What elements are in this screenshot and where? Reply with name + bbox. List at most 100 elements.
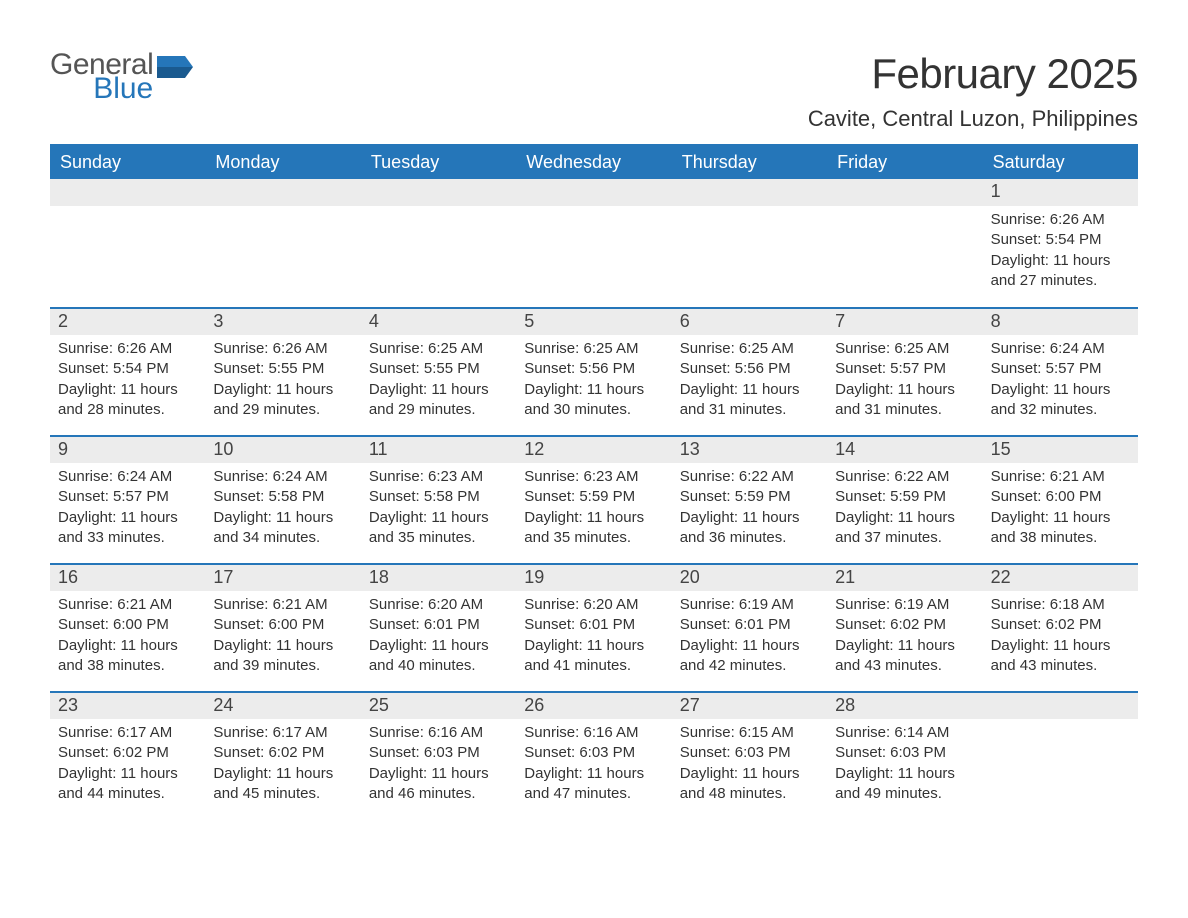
sunset-text: Sunset: 6:02 PM <box>58 743 197 763</box>
sunrise-text: Sunrise: 6:19 AM <box>680 595 819 615</box>
sunset-text: Sunset: 6:02 PM <box>991 615 1130 635</box>
daylight-text: and 32 minutes. <box>991 400 1130 420</box>
sunset-text: Sunset: 6:03 PM <box>524 743 663 763</box>
daylight-text: Daylight: 11 hours <box>680 636 819 656</box>
daylight-text: Daylight: 11 hours <box>991 636 1130 656</box>
sunrise-text: Sunrise: 6:14 AM <box>835 723 974 743</box>
daynum-band: 2345678 <box>50 309 1138 335</box>
day-number: 19 <box>516 565 671 591</box>
daynum-band: 232425262728 <box>50 693 1138 719</box>
daylight-text: and 34 minutes. <box>213 528 352 548</box>
daylight-text: and 45 minutes. <box>213 784 352 804</box>
daylight-text: Daylight: 11 hours <box>213 636 352 656</box>
day-number: 28 <box>827 693 982 719</box>
day-number <box>50 179 205 206</box>
sunset-text: Sunset: 6:02 PM <box>213 743 352 763</box>
weekday-label: Sunday <box>50 146 205 179</box>
sunset-text: Sunset: 6:01 PM <box>680 615 819 635</box>
day-cell <box>516 206 671 307</box>
sunrise-text: Sunrise: 6:15 AM <box>680 723 819 743</box>
daylight-text: Daylight: 11 hours <box>524 380 663 400</box>
daylight-text: and 42 minutes. <box>680 656 819 676</box>
day-cell: Sunrise: 6:26 AMSunset: 5:55 PMDaylight:… <box>205 335 360 435</box>
weekday-label: Friday <box>827 146 982 179</box>
daylight-text: Daylight: 11 hours <box>991 508 1130 528</box>
week-row: 9101112131415Sunrise: 6:24 AMSunset: 5:5… <box>50 435 1138 563</box>
sunrise-text: Sunrise: 6:16 AM <box>369 723 508 743</box>
week-row: 16171819202122Sunrise: 6:21 AMSunset: 6:… <box>50 563 1138 691</box>
day-cell <box>205 206 360 307</box>
day-number: 27 <box>672 693 827 719</box>
day-cell: Sunrise: 6:16 AMSunset: 6:03 PMDaylight:… <box>361 719 516 819</box>
daylight-text: and 44 minutes. <box>58 784 197 804</box>
daylight-text: and 29 minutes. <box>369 400 508 420</box>
day-cell: Sunrise: 6:17 AMSunset: 6:02 PMDaylight:… <box>50 719 205 819</box>
week-row: 232425262728Sunrise: 6:17 AMSunset: 6:02… <box>50 691 1138 819</box>
day-number: 1 <box>983 179 1138 206</box>
daylight-text: Daylight: 11 hours <box>680 380 819 400</box>
daylight-text: and 43 minutes. <box>991 656 1130 676</box>
daylight-text: and 28 minutes. <box>58 400 197 420</box>
day-number: 22 <box>983 565 1138 591</box>
sunset-text: Sunset: 5:54 PM <box>58 359 197 379</box>
daylight-text: Daylight: 11 hours <box>835 508 974 528</box>
day-cell: Sunrise: 6:26 AMSunset: 5:54 PMDaylight:… <box>50 335 205 435</box>
sunset-text: Sunset: 6:03 PM <box>369 743 508 763</box>
daylight-text: and 38 minutes. <box>58 656 197 676</box>
sunrise-text: Sunrise: 6:20 AM <box>524 595 663 615</box>
month-title: February 2025 <box>808 50 1138 98</box>
day-number: 17 <box>205 565 360 591</box>
sunrise-text: Sunrise: 6:17 AM <box>213 723 352 743</box>
daylight-text: Daylight: 11 hours <box>991 380 1130 400</box>
sunrise-text: Sunrise: 6:22 AM <box>835 467 974 487</box>
weekday-label: Tuesday <box>361 146 516 179</box>
daylight-text: Daylight: 11 hours <box>524 764 663 784</box>
daylight-text: and 48 minutes. <box>680 784 819 804</box>
daylight-text: and 27 minutes. <box>991 271 1130 291</box>
sunrise-text: Sunrise: 6:26 AM <box>58 339 197 359</box>
daylight-text: Daylight: 11 hours <box>680 508 819 528</box>
daylight-text: Daylight: 11 hours <box>213 380 352 400</box>
day-cell: Sunrise: 6:17 AMSunset: 6:02 PMDaylight:… <box>205 719 360 819</box>
day-number: 15 <box>983 437 1138 463</box>
day-cell: Sunrise: 6:24 AMSunset: 5:58 PMDaylight:… <box>205 463 360 563</box>
day-number: 2 <box>50 309 205 335</box>
weekday-label: Monday <box>205 146 360 179</box>
day-cell: Sunrise: 6:23 AMSunset: 5:59 PMDaylight:… <box>516 463 671 563</box>
daylight-text: Daylight: 11 hours <box>58 636 197 656</box>
day-number: 4 <box>361 309 516 335</box>
day-number: 7 <box>827 309 982 335</box>
weekday-label: Thursday <box>672 146 827 179</box>
day-number <box>516 179 671 206</box>
day-number <box>361 179 516 206</box>
daylight-text: Daylight: 11 hours <box>835 380 974 400</box>
sunrise-text: Sunrise: 6:24 AM <box>991 339 1130 359</box>
sunrise-text: Sunrise: 6:21 AM <box>213 595 352 615</box>
daylight-text: Daylight: 11 hours <box>369 764 508 784</box>
sunset-text: Sunset: 5:54 PM <box>991 230 1130 250</box>
day-number: 21 <box>827 565 982 591</box>
title-block: February 2025 Cavite, Central Luzon, Phi… <box>808 50 1138 132</box>
header: General Blue February 2025 Cavite, Centr… <box>50 50 1138 132</box>
daylight-text: and 40 minutes. <box>369 656 508 676</box>
flag-icon <box>157 56 193 78</box>
sunrise-text: Sunrise: 6:23 AM <box>524 467 663 487</box>
sunrise-text: Sunrise: 6:22 AM <box>680 467 819 487</box>
daylight-text: Daylight: 11 hours <box>369 508 508 528</box>
daylight-text: Daylight: 11 hours <box>213 508 352 528</box>
sunset-text: Sunset: 5:55 PM <box>213 359 352 379</box>
sunrise-text: Sunrise: 6:25 AM <box>524 339 663 359</box>
week-row: 2345678Sunrise: 6:26 AMSunset: 5:54 PMDa… <box>50 307 1138 435</box>
day-number: 23 <box>50 693 205 719</box>
day-cell: Sunrise: 6:21 AMSunset: 6:00 PMDaylight:… <box>50 591 205 691</box>
daylight-text: Daylight: 11 hours <box>58 508 197 528</box>
daylight-text: and 39 minutes. <box>213 656 352 676</box>
day-number <box>983 693 1138 719</box>
daylight-text: Daylight: 11 hours <box>524 508 663 528</box>
day-cell <box>983 719 1138 819</box>
daylight-text: and 36 minutes. <box>680 528 819 548</box>
sunset-text: Sunset: 6:03 PM <box>680 743 819 763</box>
day-number <box>672 179 827 206</box>
sunrise-text: Sunrise: 6:25 AM <box>835 339 974 359</box>
day-number: 24 <box>205 693 360 719</box>
